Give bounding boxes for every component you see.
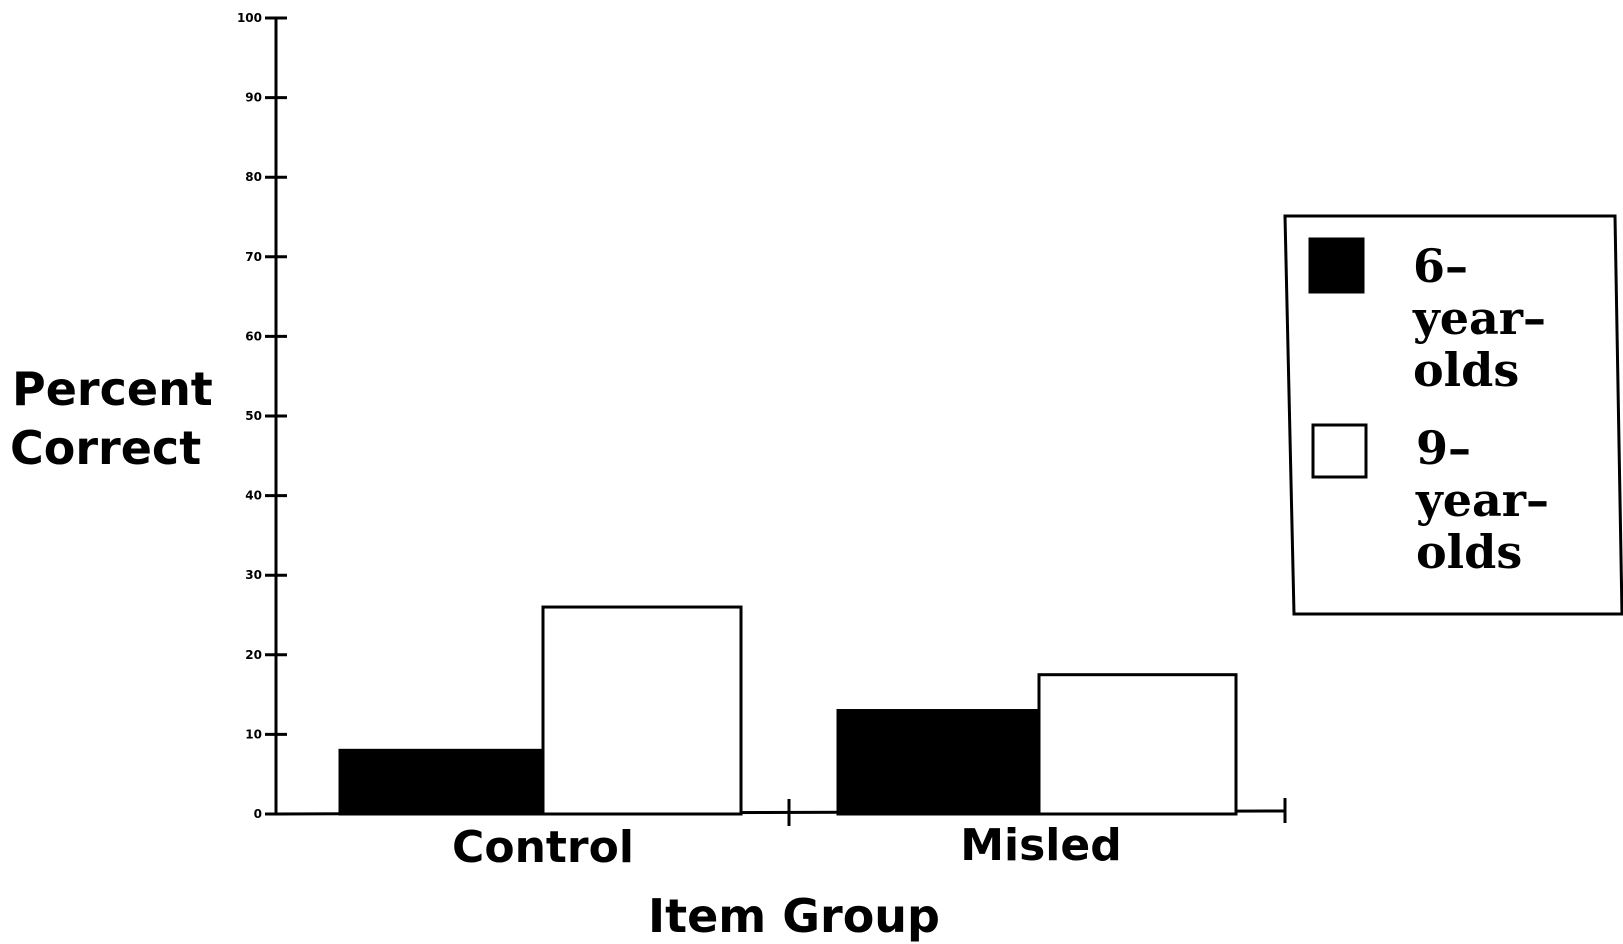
y-tick-label-50: 50: [245, 409, 262, 423]
x-axis-label: Item Group: [648, 889, 940, 943]
y-tick-label-30: 30: [245, 568, 262, 582]
legend-label-6-year-olds-line-1: 6–: [1413, 239, 1468, 293]
bar-misled-series-1: [838, 711, 1039, 814]
y-tick-label-40: 40: [245, 489, 262, 503]
y-tick-label-90: 90: [245, 91, 262, 105]
legend-swatch-9-year-olds: [1313, 425, 1366, 477]
y-tick-label-80: 80: [245, 170, 262, 184]
y-tick-label-10: 10: [245, 727, 262, 741]
y-axis-label-line-2: Correct: [10, 421, 201, 475]
bar-control-series-1: [340, 750, 543, 814]
y-tick-label-60: 60: [245, 329, 262, 343]
bar-misled-series-2: [1039, 675, 1236, 814]
x-tick-label-control: Control: [452, 822, 634, 873]
x-tick-label-misled: Misled: [960, 820, 1121, 871]
legend: 6– year– olds 9– year– olds: [1285, 216, 1622, 614]
bars: [340, 607, 1236, 814]
legend-label-6-year-olds-line-2: year–: [1412, 291, 1546, 345]
legend-label-6-year-olds-line-3: olds: [1413, 343, 1519, 397]
bar-control-series-2: [543, 607, 741, 814]
y-tick-label-20: 20: [245, 648, 262, 662]
legend-label-9-year-olds-line-3: olds: [1416, 525, 1522, 579]
y-axis-label-line-1: Percent: [12, 362, 213, 416]
legend-swatch-6-year-olds: [1310, 239, 1363, 292]
y-tick-label-100: 100: [237, 11, 262, 25]
y-axis-ticks: 0 10 20 30 40 50 60 70 80 90 100: [237, 11, 287, 821]
legend-label-9-year-olds-line-1: 9–: [1416, 421, 1471, 475]
legend-label-9-year-olds-line-2: year–: [1415, 473, 1549, 527]
y-tick-label-0: 0: [254, 807, 262, 821]
y-tick-label-70: 70: [245, 250, 262, 264]
